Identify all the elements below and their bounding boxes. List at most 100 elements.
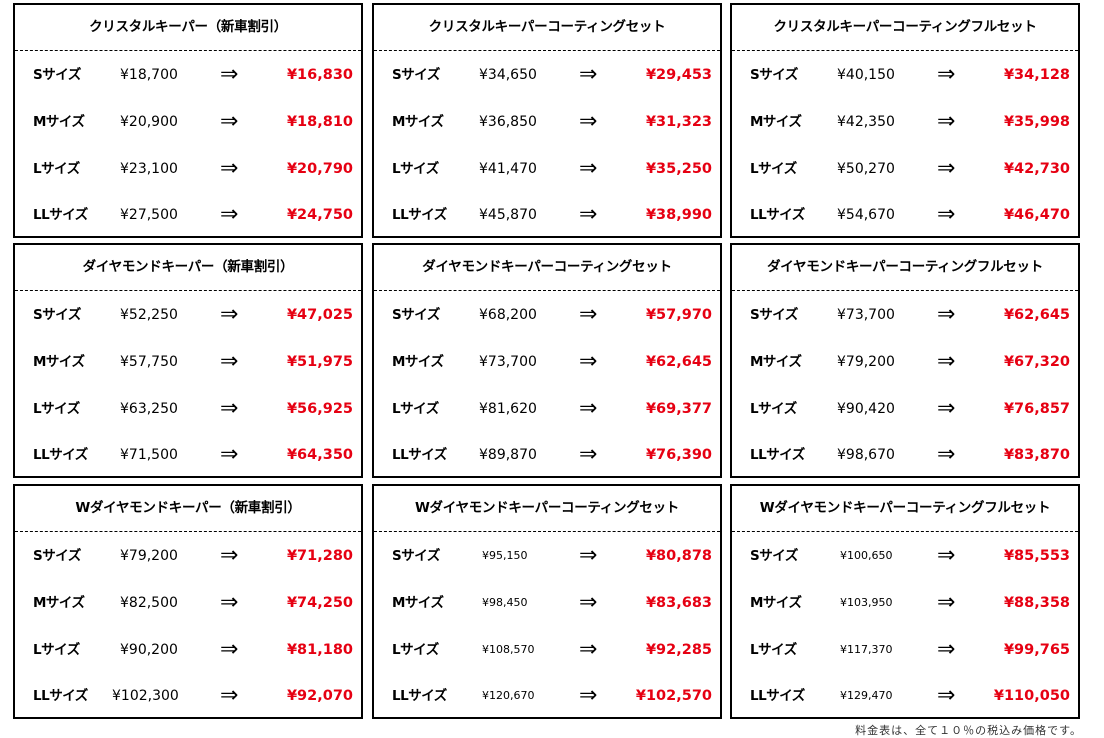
price-box: Wダイヤモンドキーパーコーティングフルセット Sサイズ ¥100,650 ⇒ ¥85,… [730, 484, 1080, 719]
original-price: ¥57,750 [120, 353, 178, 370]
size-label: LLサイズ [750, 447, 805, 464]
sale-price: ¥110,050 [993, 688, 1070, 705]
price-box: Wダイヤモンドキーパー（新車割引） Sサイズ ¥79,200 ⇒ ¥71,280 Mサ… [13, 484, 363, 719]
original-price: ¥23,100 [120, 160, 178, 177]
box-title: Wダイヤモンドキーパーコーティングフルセット [732, 486, 1078, 532]
original-price: ¥120,670 [482, 689, 535, 703]
arrow-icon: ⇒ [579, 62, 598, 87]
tax-note: 料金表は、全て１０％の税込み価格です。 [855, 724, 1082, 737]
original-price: ¥103,950 [840, 595, 893, 609]
price-row: LLサイズ ¥27,500 ⇒ ¥24,750 [15, 192, 361, 239]
price-row: LLサイズ ¥102,300 ⇒ ¥92,070 [15, 673, 361, 720]
sale-price: ¥99,765 [1003, 641, 1070, 658]
arrow-icon: ⇒ [220, 683, 239, 709]
price-box: ダイヤモンドキーパー（新車割引） Sサイズ ¥52,250 ⇒ ¥47,025 Mサイ… [13, 243, 363, 478]
sale-price: ¥34,128 [1003, 67, 1070, 83]
original-price: ¥79,200 [120, 548, 178, 564]
price-row: Sサイズ ¥52,250 ⇒ ¥47,025 [15, 292, 361, 339]
price-box: ダイヤモンドキーパーコーティングセット Sサイズ ¥68,200 ⇒ ¥57,970 … [372, 243, 722, 478]
sale-price: ¥81,180 [286, 641, 353, 658]
price-row: LLサイズ ¥45,870 ⇒ ¥38,990 [374, 192, 720, 239]
price-row: Lサイズ ¥90,200 ⇒ ¥81,180 [15, 627, 361, 674]
original-price: ¥90,420 [837, 400, 895, 417]
arrow-icon: ⇒ [579, 155, 598, 181]
original-price: ¥36,850 [479, 113, 537, 130]
price-row: Sサイズ ¥100,650 ⇒ ¥85,553 [732, 533, 1078, 580]
price-row: Mサイズ ¥20,900 ⇒ ¥18,810 [15, 99, 361, 146]
sale-price: ¥57,970 [645, 307, 712, 323]
price-row: Lサイズ ¥50,270 ⇒ ¥42,730 [732, 146, 1078, 193]
arrow-icon: ⇒ [220, 302, 239, 327]
size-label: LLサイズ [750, 688, 805, 705]
arrow-icon: ⇒ [937, 62, 956, 87]
original-price: ¥50,270 [837, 160, 895, 177]
box-title: ダイヤモンドキーパーコーティングフルセット [732, 245, 1078, 291]
sale-price: ¥80,878 [645, 548, 712, 564]
arrow-icon: ⇒ [937, 302, 956, 327]
price-box: クリスタルキーパーコーティングセット Sサイズ ¥34,650 ⇒ ¥29,453 M… [372, 3, 722, 238]
original-price: ¥71,500 [120, 447, 178, 464]
size-label: LLサイズ [392, 447, 447, 464]
price-row: LLサイズ ¥98,670 ⇒ ¥83,870 [732, 432, 1078, 479]
box-title: クリスタルキーパーコーティングセット [374, 5, 720, 51]
size-label: Mサイズ [33, 353, 85, 370]
arrow-icon: ⇒ [579, 108, 598, 134]
size-label: LLサイズ [33, 688, 88, 705]
arrow-icon: ⇒ [579, 202, 598, 228]
box-title: クリスタルキーパーコーティングフルセット [732, 5, 1078, 51]
size-label: Sサイズ [750, 548, 798, 564]
size-label: Sサイズ [392, 548, 440, 564]
sale-price: ¥51,975 [286, 353, 353, 370]
original-price: ¥90,200 [120, 641, 178, 658]
arrow-icon: ⇒ [220, 589, 239, 615]
price-box: クリスタルキーパーコーティングフルセット Sサイズ ¥40,150 ⇒ ¥34,128… [730, 3, 1080, 238]
box-title: クリスタルキーパー（新車割引） [15, 5, 361, 51]
box-title: Wダイヤモンドキーパーコーティングセット [374, 486, 720, 532]
arrow-icon: ⇒ [220, 202, 239, 228]
arrow-icon: ⇒ [220, 636, 239, 662]
original-price: ¥20,900 [120, 113, 178, 130]
price-row: Sサイズ ¥18,700 ⇒ ¥16,830 [15, 52, 361, 99]
size-label: Sサイズ [750, 67, 798, 83]
sale-price: ¥38,990 [645, 207, 712, 224]
sale-price: ¥62,645 [1003, 307, 1070, 323]
arrow-icon: ⇒ [579, 543, 598, 568]
price-row: Mサイズ ¥98,450 ⇒ ¥83,683 [374, 580, 720, 627]
size-label: Lサイズ [33, 160, 80, 177]
arrow-icon: ⇒ [220, 62, 239, 87]
price-row: Mサイズ ¥82,500 ⇒ ¥74,250 [15, 580, 361, 627]
price-row: Lサイズ ¥117,370 ⇒ ¥99,765 [732, 627, 1078, 674]
original-price: ¥68,200 [479, 307, 537, 323]
arrow-icon: ⇒ [937, 108, 956, 134]
original-price: ¥100,650 [840, 549, 893, 562]
price-row: LLサイズ ¥129,470 ⇒ ¥110,050 [732, 673, 1078, 720]
size-label: Sサイズ [392, 67, 440, 83]
sale-price: ¥102,570 [635, 688, 712, 705]
price-row: Sサイズ ¥95,150 ⇒ ¥80,878 [374, 533, 720, 580]
original-price: ¥27,500 [120, 207, 178, 224]
price-row: Lサイズ ¥90,420 ⇒ ¥76,857 [732, 386, 1078, 433]
price-row: Lサイズ ¥41,470 ⇒ ¥35,250 [374, 146, 720, 193]
arrow-icon: ⇒ [579, 395, 598, 421]
price-box: ダイヤモンドキーパーコーティングフルセット Sサイズ ¥73,700 ⇒ ¥62,64… [730, 243, 1080, 478]
arrow-icon: ⇒ [220, 543, 239, 568]
size-label: Lサイズ [33, 641, 80, 658]
sale-price: ¥47,025 [286, 307, 353, 323]
sale-price: ¥64,350 [286, 447, 353, 464]
sale-price: ¥71,280 [286, 548, 353, 564]
sale-price: ¥74,250 [286, 594, 353, 611]
original-price: ¥42,350 [837, 113, 895, 130]
original-price: ¥98,450 [482, 595, 528, 609]
size-label: Mサイズ [392, 594, 444, 611]
price-row: LLサイズ ¥120,670 ⇒ ¥102,570 [374, 673, 720, 720]
sale-price: ¥83,870 [1003, 447, 1070, 464]
size-label: Sサイズ [33, 307, 81, 323]
price-box: Wダイヤモンドキーパーコーティングセット Sサイズ ¥95,150 ⇒ ¥80,878… [372, 484, 722, 719]
price-row: Sサイズ ¥40,150 ⇒ ¥34,128 [732, 52, 1078, 99]
arrow-icon: ⇒ [579, 683, 598, 709]
size-label: Lサイズ [750, 160, 797, 177]
original-price: ¥82,500 [120, 594, 178, 611]
arrow-icon: ⇒ [937, 395, 956, 421]
arrow-icon: ⇒ [937, 442, 956, 468]
size-label: Lサイズ [750, 641, 797, 658]
